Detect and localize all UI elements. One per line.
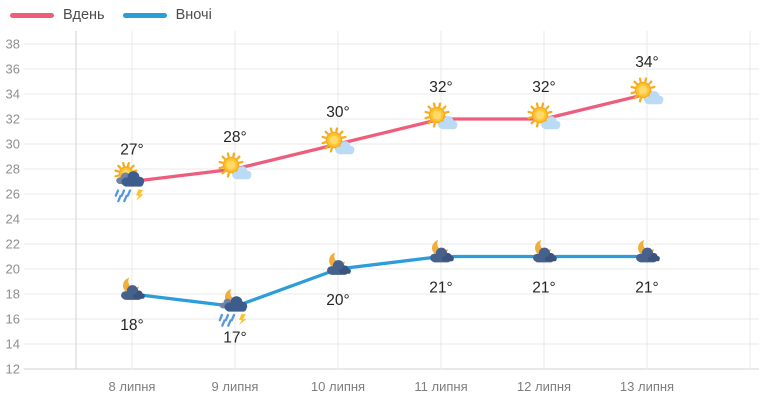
point-label: 21° [635, 280, 658, 297]
sun-cloud-icon [424, 102, 458, 130]
icon-layer [114, 77, 664, 327]
legend-label-day: Вдень [63, 7, 105, 23]
point-label: 21° [532, 280, 555, 297]
legend-item-day[interactable]: Вдень [10, 7, 105, 23]
y-axis-tick-label: 30 [6, 137, 20, 152]
y-axis-tick-label: 12 [6, 362, 20, 377]
night-series-swatch [122, 12, 167, 18]
sun-cloud-icon [218, 152, 252, 180]
day-series-swatch [10, 12, 54, 18]
y-axis-tick-label: 24 [6, 212, 20, 227]
y-axis-tick-label: 14 [6, 337, 20, 352]
moon-cloud-icon [636, 240, 660, 263]
x-axis-label: 12 липня [517, 379, 571, 394]
x-axis-label: 8 липня [109, 379, 156, 394]
moon-cloud-icon [430, 240, 454, 263]
grid-layer [24, 31, 759, 370]
y-axis-tick-label: 34 [6, 87, 20, 102]
moon-cloud-icon [121, 277, 145, 300]
point-label: 27° [120, 142, 143, 159]
y-axis-tick-label: 32 [6, 112, 20, 127]
y-axis-tick-label: 22 [6, 237, 20, 252]
sun-cloud-icon [527, 102, 561, 130]
y-axis-tick-label: 18 [6, 287, 20, 302]
point-label: 32° [429, 79, 452, 96]
sun-cloud-icon [630, 77, 664, 105]
y-axis-tick-label: 20 [6, 262, 20, 277]
sun-cloud-icon [321, 127, 355, 155]
moon-rain-lightning-cloud-icon [218, 289, 248, 327]
x-axis-label: 11 липня [414, 379, 467, 394]
point-label: 17° [223, 330, 246, 347]
point-label: 21° [429, 280, 452, 297]
x-axis-label: 9 липня [212, 379, 259, 394]
sun-rain-lightning-cloud-icon [114, 161, 145, 203]
point-label: 28° [223, 129, 246, 146]
x-axis-label: 10 липня [311, 379, 365, 394]
y-axis-tick-label: 38 [6, 37, 20, 52]
legend-item-night[interactable]: Вночі [122, 7, 212, 23]
point-label: 18° [120, 317, 143, 334]
axis-label-layer: 38 36 34 32 30 28 26 24 22 20 18 16 14 12 8 липня 9 лип… [6, 37, 675, 395]
night-series-line [130, 254, 649, 309]
moon-cloud-icon [533, 240, 557, 263]
day-series-line [130, 92, 649, 184]
point-label: 32° [532, 79, 555, 96]
y-axis-tick-label: 36 [6, 62, 20, 77]
y-axis-tick-label: 16 [6, 312, 20, 327]
y-axis-tick-label: 28 [6, 162, 20, 177]
chart-legend: Вдень Вночі [10, 7, 212, 23]
point-label: 20° [326, 292, 349, 309]
x-axis-label: 13 липня [620, 379, 674, 394]
point-label: 34° [635, 54, 658, 71]
moon-cloud-icon [327, 252, 351, 275]
y-axis-tick-label: 26 [6, 187, 20, 202]
point-label-layer: 27° 28° 30° 32° 32° 34° 18° 17° 20° 21° 21° 21° [120, 54, 658, 347]
point-label: 30° [326, 104, 349, 121]
legend-label-night: Вночі [175, 7, 212, 23]
series-layer [130, 92, 649, 309]
